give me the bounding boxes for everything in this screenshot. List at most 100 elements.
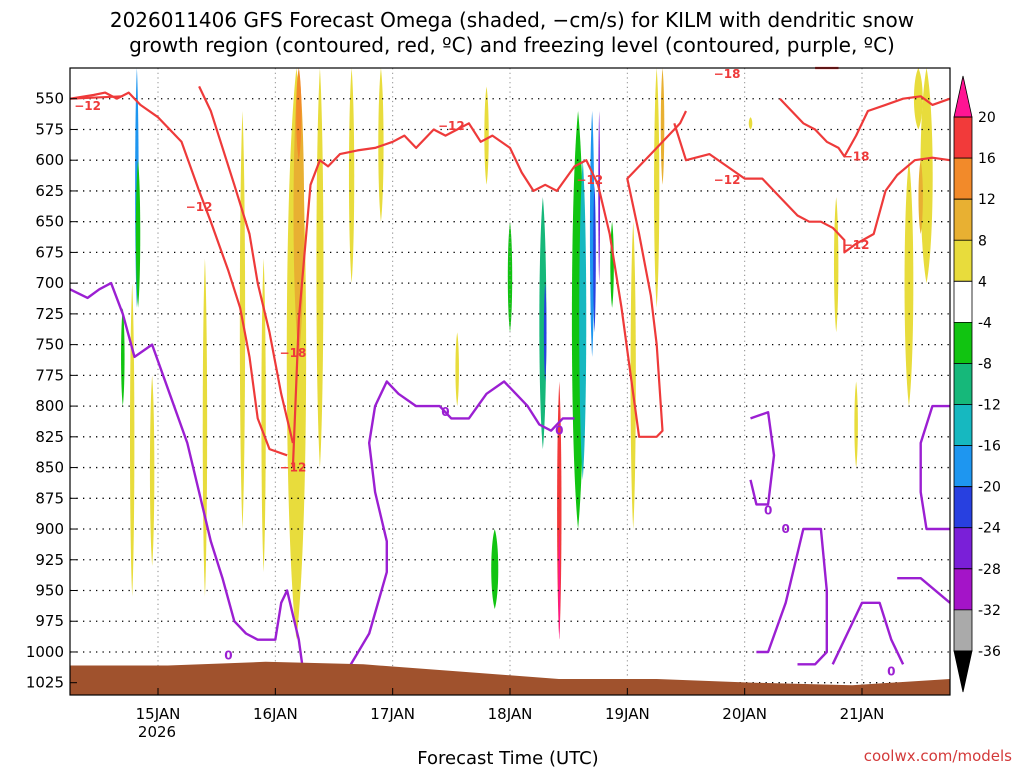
ground-fill — [70, 661, 950, 695]
y-tick-label-15: 925 — [35, 551, 64, 569]
omega-patch-36 — [918, 160, 923, 234]
colorbar-segment-4 — [953, 239, 973, 282]
contour-label-11: 0 — [555, 424, 563, 438]
omega-patch-26 — [598, 111, 601, 284]
colorbar-segment-12 — [953, 568, 973, 611]
colorbar-segment-7 — [953, 363, 973, 405]
colorbar-segment-5 — [953, 280, 973, 323]
omega-patch-29 — [654, 68, 660, 308]
colorbar-label-4: 4 — [978, 274, 987, 290]
colorbar-segment-6 — [953, 322, 973, 364]
y-tick-label-18: 1000 — [26, 643, 64, 661]
y-tick-label-7: 725 — [35, 305, 64, 323]
contour-label-2: −12 — [438, 119, 465, 133]
y-tick-label-0: 550 — [35, 90, 64, 108]
x-axis-label: Forecast Time (UTC) — [417, 748, 598, 768]
x-tick-label-5: 20JAN — [722, 705, 767, 723]
colorbar-segment-13 — [953, 609, 973, 652]
x-tick-label-4: 19JAN — [605, 705, 650, 723]
omega-patch-25 — [593, 184, 596, 333]
colorbar-label-12: -32 — [978, 603, 1001, 619]
omega-patch-1 — [135, 160, 141, 308]
x-tick-label-2: 17JAN — [370, 705, 415, 723]
contour-label-8: −18 — [714, 67, 741, 81]
contour-label-7: −18 — [280, 346, 307, 360]
colorbar-label-9: -20 — [978, 480, 1001, 496]
colorbar-segment-14 — [953, 650, 973, 693]
omega-patch-20 — [557, 381, 562, 640]
contour-label-0: −12 — [74, 99, 101, 113]
colorbar-segment-2 — [953, 157, 973, 200]
y-axis: 550 575 600 625 650 675 700 725 750 775 800 825 850 8… — [26, 90, 77, 692]
y-tick-label-19: 1025 — [26, 674, 64, 692]
colorbar-segment-1 — [953, 116, 973, 159]
contour-red-minus12-0 — [69, 91, 288, 457]
omega-patch-37 — [748, 117, 753, 130]
y-tick-label-3: 625 — [35, 182, 64, 200]
colorbar-label-10: -24 — [978, 521, 1001, 537]
colorbar-segment-0 — [953, 75, 973, 118]
contour-label-10: 0 — [441, 405, 449, 419]
contour-label-5: −12 — [843, 238, 870, 252]
x-tick-label-1: 16JAN — [253, 705, 298, 723]
contour-label-4: −12 — [714, 173, 741, 187]
y-tick-label-11: 825 — [35, 428, 64, 446]
colorbar-label-7: -12 — [978, 398, 1001, 414]
chart-title-line-1: 2026011406 GFS Forecast Omega (shaded, −… — [110, 8, 914, 32]
colorbar: 20 16 12 8 4 -4 -8 -12 -16 -20 -24 -28 -32 -36 — [953, 75, 1001, 693]
x-year-label: 2026 — [138, 723, 176, 741]
credit-text: coolwx.com/models — [864, 747, 1012, 765]
colorbar-segment-9 — [953, 445, 973, 488]
colorbar-label-3: 8 — [978, 233, 987, 249]
x-tick-label-0: 15JAN — [136, 705, 181, 723]
y-tick-label-8: 750 — [35, 336, 64, 354]
contour-purple-0-2 — [749, 411, 776, 506]
chart-title-line-2: growth region (contoured, red, ºC) and f… — [129, 33, 895, 57]
contour-label-1: −12 — [186, 200, 213, 214]
omega-patch-28 — [630, 221, 636, 530]
contour-label-12: 0 — [224, 649, 232, 663]
omega-patch-2 — [129, 283, 135, 597]
y-tick-label-9: 775 — [35, 366, 64, 384]
omega-patch-16 — [507, 221, 513, 333]
omega-patch-3 — [121, 307, 125, 407]
colorbar-segment-11 — [953, 527, 973, 570]
omega-patch-14 — [484, 86, 489, 185]
omega-patch-21 — [558, 529, 561, 640]
contour-purple-0-5 — [897, 577, 951, 604]
omega-patch-19 — [543, 283, 547, 382]
contour-red-minus12-3 — [779, 95, 951, 158]
y-tick-label-5: 675 — [35, 243, 64, 261]
y-tick-label-1: 575 — [35, 120, 64, 138]
y-tick-label-10: 800 — [35, 397, 64, 415]
x-tick-label-6: 21JAN — [840, 705, 885, 723]
contour-label-3: −12 — [576, 173, 603, 187]
colorbar-label-13: -36 — [978, 644, 1001, 660]
contour-purple-0-3 — [756, 527, 828, 666]
colorbar-label-0: 20 — [978, 110, 996, 126]
contour-label-6: −12 — [280, 461, 307, 475]
omega-patch-15 — [455, 332, 459, 407]
x-axis: 15JAN 16JAN 17JAN 18JAN 19JAN 20JAN 21JAN — [136, 688, 885, 723]
colorbar-segment-8 — [953, 404, 973, 446]
omega-patch-12 — [348, 68, 355, 284]
y-tick-label-12: 850 — [35, 459, 64, 477]
omega-patch-30 — [660, 68, 665, 185]
colorbar-segment-3 — [953, 198, 973, 241]
contour-red-minus18-0 — [69, 95, 123, 100]
y-tick-label-17: 975 — [35, 612, 64, 630]
omega-patch-18 — [539, 197, 547, 450]
colorbar-label-5: -4 — [978, 315, 992, 331]
colorbar-label-6: -8 — [978, 356, 992, 372]
contour-purple-0-6 — [919, 404, 950, 531]
contour-label-9: −18 — [843, 150, 870, 164]
omega-patch-23 — [579, 160, 587, 480]
y-tick-label-2: 600 — [35, 151, 64, 169]
colorbar-label-8: -16 — [978, 439, 1001, 455]
omega-patch-4 — [149, 375, 155, 566]
omega-patch-7 — [261, 258, 266, 573]
contour-purple-0-1 — [338, 380, 575, 684]
contour-label-15: 0 — [887, 665, 895, 679]
